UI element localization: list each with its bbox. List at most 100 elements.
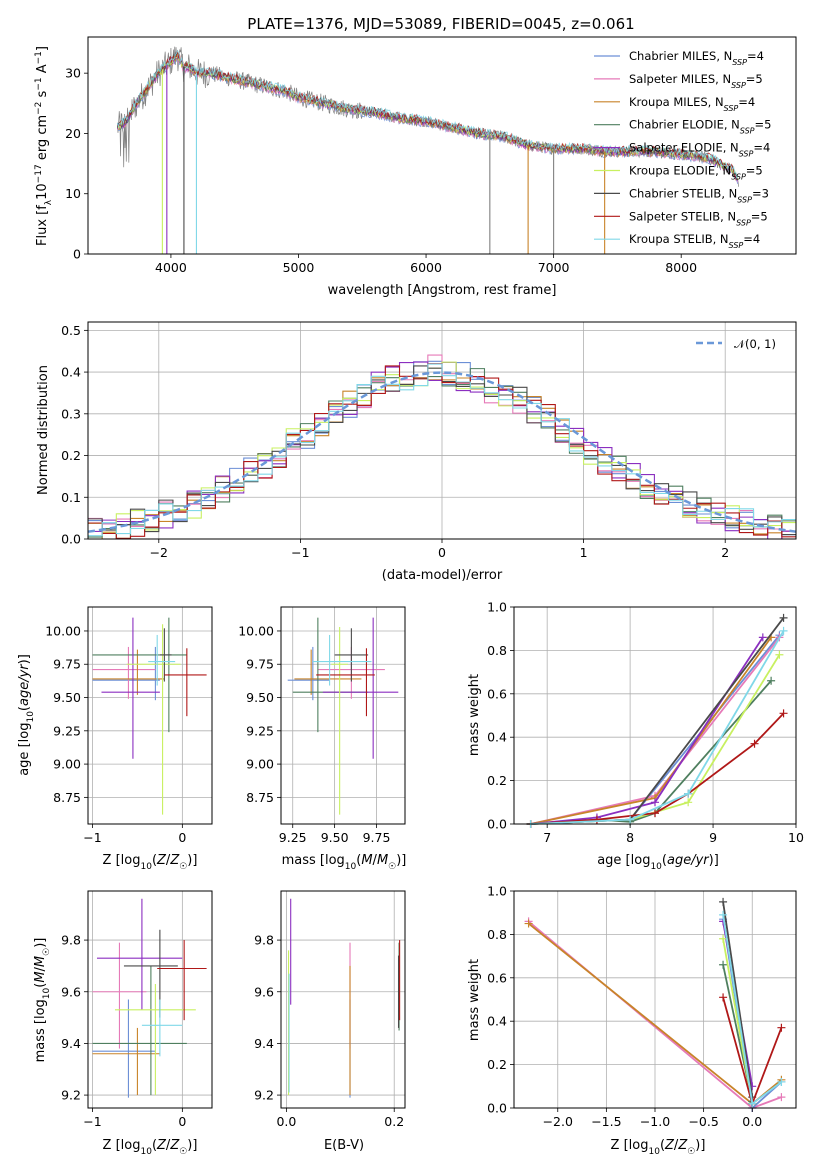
weight_vs_z-xtick-label: −0.5 [688, 1114, 718, 1129]
residuals-ytick-label: 0.0 [61, 532, 81, 547]
residuals-panel: −2 −1 0 1 2 0.0 0.1 0.2 0.3 0.4 0.5 (data-model)/e… [36, 321, 797, 583]
weight_vs_z-point-marker [777, 1077, 786, 1086]
age-vs-mass-axes: 9.25 9.50 9.75 8.75 9.00 9.25 9.50 9.75 10.00 [238, 623, 390, 845]
age_vs_z-ytick-label: 9.25 [53, 723, 81, 738]
spectrum-legend: Chabrier MILES, NSSP=4 Salpeter MILES, NS… [594, 49, 771, 250]
spectrum-xtick-label: 5000 [283, 260, 315, 275]
mass_vs_ebv-ytick-label: 9.4 [254, 1036, 274, 1051]
legend-label: Chabrier STELIB, NSSP=3 [629, 186, 769, 204]
age_vs_mass-ytick-label: 9.25 [246, 723, 274, 738]
residuals-ytick-label: 0.5 [61, 323, 81, 338]
legend-label: Kroupa ELODIE, NSSP=5 [629, 164, 763, 182]
age-vs-z-axes: −1 0 8.75 9.00 9.25 9.50 9.75 10.00 [45, 623, 186, 845]
weight_vs_age-point-marker [626, 815, 635, 824]
svg-text:Flux [fλ10−17 erg cm−2 s−1 A−1: Flux [fλ10−17 erg cm−2 s−1 A−1] [34, 46, 54, 246]
weight_vs_z-point-marker [719, 910, 728, 919]
mass_vs_ebv-ytick-label: 9.8 [254, 933, 274, 948]
spectrum-xtick-label: 7000 [538, 260, 570, 275]
residuals-series-layer [87, 354, 797, 540]
weight-vs-age-ylabel: mass weight [467, 674, 482, 756]
mass-vs-ebv-axes: 0.0 0.2 9.2 9.4 9.6 9.8 [254, 933, 404, 1129]
model-spectrum-line [116, 49, 739, 179]
weight_vs_age-point-marker [651, 798, 659, 807]
weight_vs_age-series-line [530, 636, 764, 825]
age-vs-mass-errorbars [287, 617, 399, 815]
weight-vs-age-axes: 7 8 9 10 0.0 0.2 0.4 0.6 0.8 1.0 [487, 600, 804, 846]
legend-label: Kroupa MILES, NSSP=4 [629, 95, 755, 113]
mass-vs-z-ylabel: mass [log10(M/M☉)] [33, 938, 52, 1063]
weight_vs_z-point-marker [748, 1099, 757, 1108]
weight_vs_z-xtick-label: 0.0 [742, 1114, 762, 1129]
weight_vs_z-xtick-label: −2.0 [543, 1114, 573, 1129]
weight-vs-age-grid [514, 606, 797, 825]
weight_vs_age-xtick-label: 8 [626, 830, 634, 845]
residuals-xlabel: (data-model)/error [382, 568, 503, 583]
weight_vs_z-point-marker [777, 1023, 786, 1032]
svg-text:mass [log10(M/M☉)]: mass [log10(M/M☉)] [282, 853, 407, 872]
weight_vs_age-ytick-label: 0.6 [487, 686, 507, 701]
age_vs_z-ytick-label: 8.75 [53, 790, 81, 805]
spectrum-ylabel: Flux [fλ10−17 erg cm−2 s−1 A−1] [34, 46, 54, 246]
svg-text:Z [log10(Z/Z☉)]: Z [log10(Z/Z☉)] [611, 1138, 706, 1157]
spectrum-panel: PLATE=1376, MJD=53089, FIBERID=0045, z=0… [34, 15, 797, 298]
age-vs-z-panel: −1 0 8.75 9.00 9.25 9.50 9.75 10.00 Z [log10(Z/… [17, 606, 213, 872]
weight_vs_age-point-marker [592, 815, 601, 824]
svg-text:age [log10(age/yr)]: age [log10(age/yr)] [597, 853, 719, 872]
age_vs_z-ytick-label: 9.75 [53, 657, 81, 672]
age-vs-mass-xlabel: mass [log10(M/M☉)] [282, 853, 407, 872]
age_vs_mass-xtick-label: 9.50 [321, 830, 349, 845]
weight_vs_age-ytick-label: 0.2 [487, 773, 507, 788]
residuals-ytick-label: 0.1 [61, 490, 81, 505]
weight_vs_z-point-marker [719, 897, 728, 906]
weight_vs_age-ytick-label: 1.0 [487, 600, 507, 615]
mass_vs_z-xtick-label: 0 [178, 1114, 186, 1129]
weight-vs-z-grid [514, 890, 796, 1109]
spectrum-xtick-label: 6000 [410, 260, 442, 275]
normal-legend-label: 𝒩(0, 1) [734, 337, 776, 351]
weight_vs_age-ytick-label: 0.8 [487, 643, 507, 658]
weight_vs_z-series-line [722, 901, 754, 1098]
mass_vs_z-xtick-label: −1 [83, 1114, 101, 1129]
weight-vs-age-frame [513, 606, 797, 825]
residual-histogram-step [88, 363, 796, 537]
weight_vs_age-point-marker [779, 626, 788, 635]
age_vs_mass-ytick-label: 10.00 [238, 623, 274, 638]
weight_vs_z-xtick-label: −1.0 [640, 1114, 670, 1129]
weight-vs-age-xlabel: age [log10(age/yr)] [597, 853, 719, 872]
mass-vs-z-frame [87, 890, 213, 1109]
spectrum-ytick-label: 10 [65, 186, 81, 201]
svg-text:age [log10(age/yr)]: age [log10(age/yr)] [17, 654, 36, 776]
mass-vs-z-xlabel: Z [log10(Z/Z☉)] [103, 1138, 198, 1157]
weight-vs-z-ylabel: mass weight [467, 959, 482, 1041]
normal-distribution-curve [87, 371, 797, 533]
age_vs_z-xtick-label: −1 [83, 830, 101, 845]
weight-vs-z-panel: −2.0 −1.5 −1.0 −0.5 0.0 0.0 0.2 0.4 0.6 0.8 1.0 Z … [467, 884, 797, 1157]
mass_vs_z-ytick-label: 9.8 [61, 933, 81, 948]
mass_vs_z-ytick-label: 9.2 [61, 1088, 81, 1103]
residuals-xtick-label: −1 [291, 545, 309, 560]
age_vs_z-ytick-label: 9.50 [53, 690, 81, 705]
age_vs_mass-ytick-label: 8.75 [246, 790, 274, 805]
weight_vs_age-point-marker [758, 633, 767, 642]
residuals-ytick-label: 0.3 [61, 406, 81, 421]
legend-label: Salpeter STELIB, NSSP=5 [629, 209, 768, 227]
residuals-xtick-label: −2 [150, 545, 168, 560]
legend-label: Salpeter MILES, NSSP=5 [629, 72, 763, 90]
age_vs_z-xtick-label: 0 [178, 830, 186, 845]
svg-text:Z [log10(Z/Z☉)]: Z [log10(Z/Z☉)] [103, 853, 198, 872]
mass-vs-ebv-panel: 0.0 0.2 9.2 9.4 9.6 9.8 E(B-V) [254, 890, 406, 1153]
svg-text:mass [log10(M/M☉)]: mass [log10(M/M☉)] [33, 938, 52, 1063]
weight_vs_age-xtick-label: 10 [788, 830, 804, 845]
weight_vs_z-point-marker [719, 993, 728, 1002]
age-vs-z-grid [88, 607, 212, 824]
spectrum-ytick-label: 30 [65, 66, 81, 81]
weight_vs_age-series-line [530, 712, 785, 825]
spectrum-series-layer [116, 46, 739, 254]
spectrum-xtick-label: 8000 [665, 260, 697, 275]
weight_vs_age-xtick-label: 7 [543, 830, 551, 845]
residuals-ylabel: Normed distribution [36, 365, 51, 495]
age_vs_mass-xtick-label: 9.25 [279, 830, 307, 845]
weight_vs_z-ytick-label: 0.0 [487, 1101, 507, 1116]
mass_vs_ebv-ytick-label: 9.2 [254, 1088, 274, 1103]
mass_vs_ebv-ytick-label: 9.6 [254, 984, 274, 999]
